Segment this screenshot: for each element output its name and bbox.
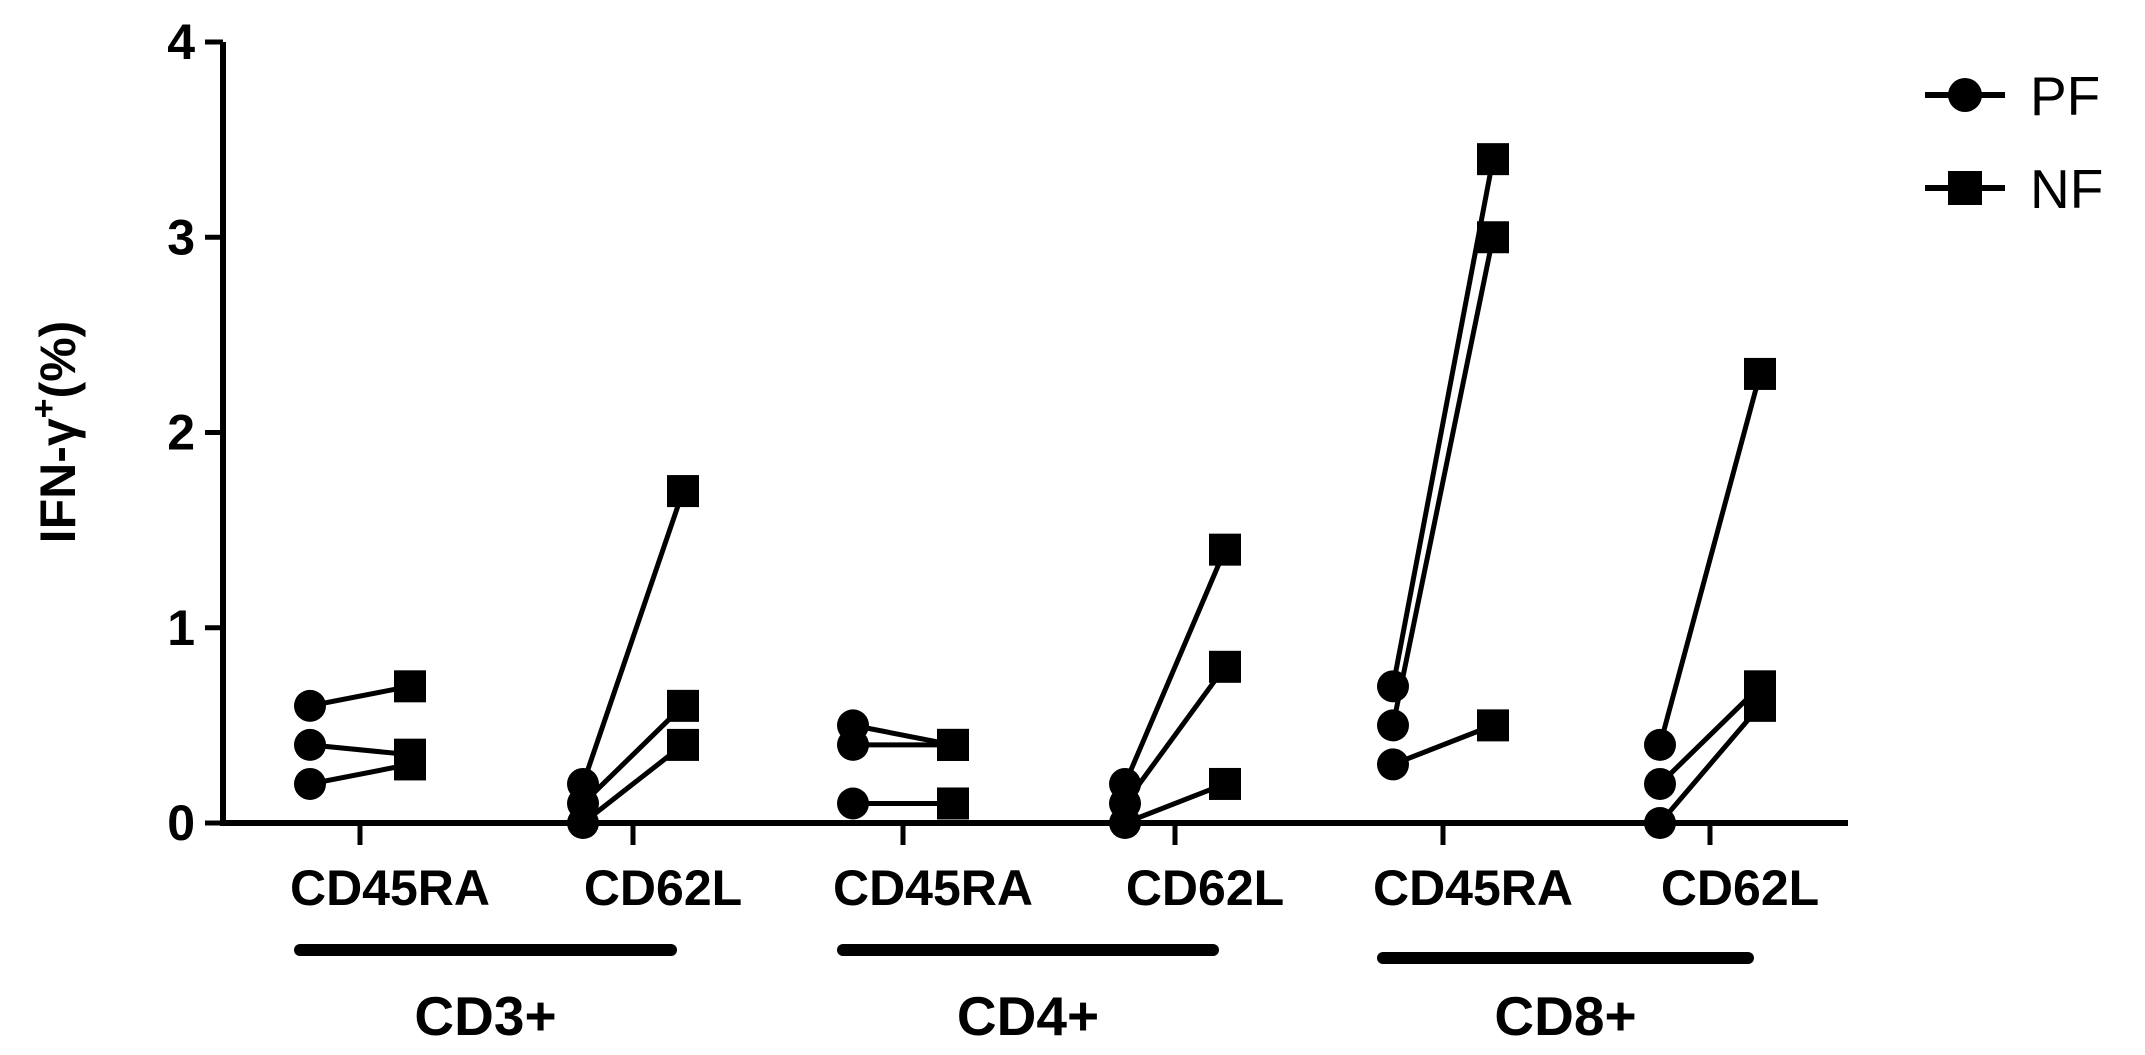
- pf-point: [1644, 767, 1676, 800]
- pair-connector-line: [1657, 373, 1763, 746]
- x-ticks: CD45RA CD62L CD45RA CD62L CD45RA CD62L: [290, 823, 1819, 916]
- group-label: CD8+: [1494, 985, 1636, 1047]
- x-category-label: CD45RA: [833, 860, 1033, 916]
- nf-point: [667, 728, 699, 761]
- pair-connector-line: [1658, 704, 1762, 825]
- legend-label: NF: [2030, 158, 2103, 220]
- pf-point: [294, 767, 326, 800]
- pair-connector-line: [1122, 548, 1228, 785]
- nf-point: [937, 787, 969, 820]
- legend-label: PF: [2030, 65, 2100, 127]
- pf-point: [294, 728, 326, 761]
- y-ticks: 0 1 2 3 4: [167, 14, 223, 851]
- pf-point: [294, 689, 326, 722]
- x-category-label: CD45RA: [1373, 860, 1573, 916]
- y-axis-label-suffix: (%): [30, 321, 86, 399]
- group-brackets: CD3+ CD4+ CD8+: [294, 944, 1754, 1047]
- y-tick-label: 2: [167, 405, 195, 461]
- x-category-label: CD45RA: [290, 860, 490, 916]
- pf-point: [837, 728, 869, 761]
- pf-point: [567, 807, 599, 839]
- x-category-label: CD62L: [1126, 860, 1284, 916]
- y-tick-label: 3: [167, 209, 195, 265]
- pf-point: [1109, 807, 1141, 839]
- legend-square-marker: [1948, 171, 1982, 205]
- y-tick-label: 1: [167, 600, 195, 656]
- x-category-label: CD62L: [584, 860, 742, 916]
- legend-item-nf: NF: [1925, 158, 2103, 220]
- pf-point: [837, 787, 869, 820]
- pair-connector-line: [1390, 158, 1496, 687]
- x-category-label: CD62L: [1661, 860, 1819, 916]
- pair-connector-line: [309, 761, 411, 787]
- nf-point: [1744, 689, 1776, 722]
- legend-item-pf: PF: [1925, 65, 2100, 127]
- nf-point: [1209, 650, 1241, 683]
- pair-connector-line: [852, 722, 954, 748]
- nf-point: [667, 689, 699, 722]
- legend: PF NF: [1925, 65, 2103, 220]
- nf-point: [1477, 143, 1509, 176]
- group-label: CD4+: [957, 985, 1099, 1047]
- nf-point: [394, 748, 426, 781]
- nf-point: [667, 475, 699, 508]
- pair-connector-line: [580, 490, 686, 785]
- nf-point: [394, 670, 426, 703]
- pair-connector-line: [309, 683, 411, 709]
- pair-connector-line: [581, 704, 685, 806]
- nf-point: [937, 728, 969, 761]
- legend-circle-marker: [1948, 78, 1982, 112]
- pair-connector-line: [1392, 723, 1494, 767]
- pf-point: [1644, 728, 1676, 761]
- y-axis-label-prefix: IFN-γ: [30, 418, 86, 543]
- pf-point: [1377, 748, 1409, 781]
- nf-point: [1209, 767, 1241, 800]
- pair-connector-line: [1658, 684, 1762, 786]
- pair-connector-line: [309, 742, 411, 758]
- pair-connector-line: [1390, 236, 1496, 726]
- pf-point: [1377, 670, 1409, 703]
- y-tick-label: 4: [167, 14, 195, 70]
- nf-point: [1477, 221, 1509, 254]
- pf-point: [1644, 807, 1676, 839]
- y-tick-label: 0: [167, 795, 195, 851]
- nf-point: [1477, 709, 1509, 742]
- pair-connector-line: [581, 742, 685, 825]
- pf-point: [1377, 709, 1409, 742]
- pair-connector-line: [1124, 781, 1226, 826]
- nf-point: [1744, 357, 1776, 390]
- axes: [220, 42, 1848, 826]
- pair-connector-line: [1122, 665, 1228, 805]
- y-axis-label: IFN-γ+(%): [25, 321, 86, 544]
- y-axis-label-sup: +: [25, 398, 63, 418]
- nf-point: [1209, 533, 1241, 566]
- data-series: [294, 143, 1776, 839]
- group-label: CD3+: [414, 985, 556, 1047]
